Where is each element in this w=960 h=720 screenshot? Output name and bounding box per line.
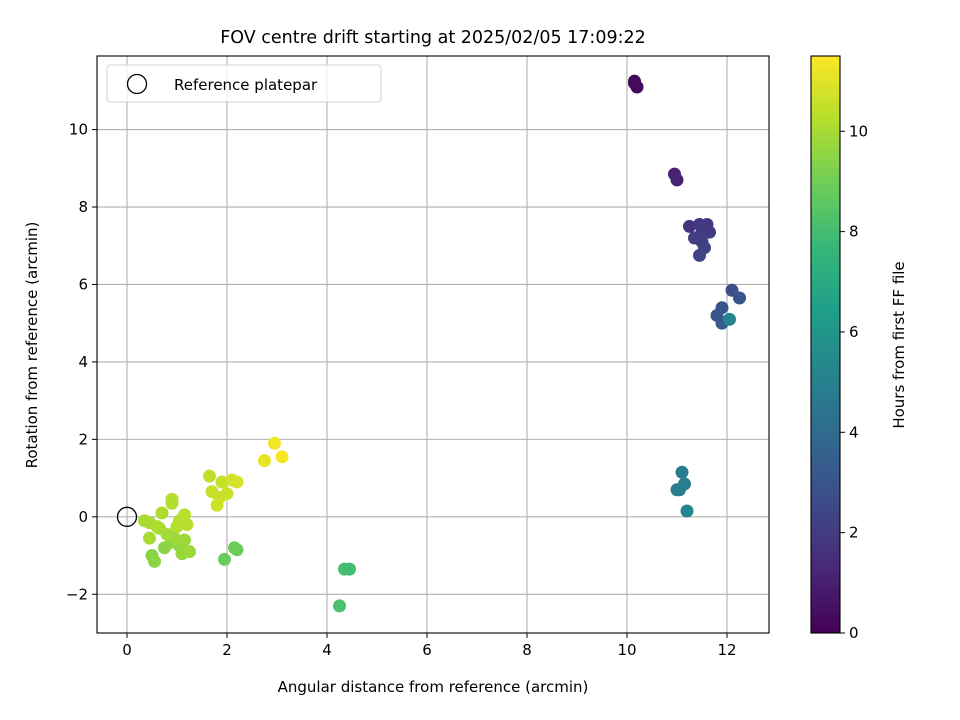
x-tick-label: 2 [222,641,232,659]
x-tick-label: 4 [322,641,332,659]
data-point [180,518,194,532]
data-point [183,545,196,559]
data-point [683,219,696,233]
data-point [230,475,244,489]
y-tick-label: 4 [78,353,88,371]
colorbar: 0 2 4 6 8 10 Hours from first FF file [810,55,908,642]
y-axis-ticks: −2 0 2 4 6 8 10 [66,121,97,603]
colorbar-tick-label: 8 [849,223,859,241]
data-point [143,531,156,545]
y-axis-label: Rotation from reference (arcmin) [23,222,41,469]
data-point [210,498,224,512]
data-point [628,76,641,90]
data-point [723,312,736,326]
data-point [670,483,684,497]
x-tick-label: 12 [717,641,736,659]
y-tick-label: 6 [78,275,88,293]
legend-box [106,64,382,103]
legend-marker-icon [126,73,148,95]
y-tick-label: 10 [69,121,88,139]
colorbar-tick-label: 10 [849,122,868,140]
y-tick-label: 2 [78,430,88,448]
x-tick-label: 0 [122,641,132,659]
x-tick-label: 10 [617,641,636,659]
colorbar-frame [810,55,841,634]
grid-lines [97,56,769,633]
x-axis-label: Angular distance from reference (arcmin) [278,678,589,696]
data-point [230,543,244,557]
data-point [675,465,689,479]
plot-frame [96,55,770,634]
x-tick-label: 8 [522,641,532,659]
y-tick-label: 0 [78,508,88,526]
data-point [703,225,716,239]
x-axis-ticks: 0 2 4 6 8 10 12 [122,633,737,659]
legend-entry-label: Reference platepar [174,76,318,94]
data-point [333,599,346,613]
x-tick-label: 6 [422,641,432,659]
y-tick-label: 8 [78,198,88,216]
data-point [178,533,191,547]
data-point [670,173,684,187]
data-point [150,520,164,534]
data-point [343,562,356,576]
colorbar-tick-label: 2 [849,524,859,542]
data-point [155,506,169,520]
data-point [275,450,289,464]
data-point [268,436,281,450]
colorbar-tick-label: 4 [849,423,859,441]
chart-title: FOV centre drift starting at 2025/02/05 … [220,28,646,48]
data-point [693,248,706,262]
data-point [148,554,161,568]
data-point [258,454,271,468]
data-point [680,504,694,518]
colorbar-ticks: 0 2 4 6 8 10 [840,122,868,642]
data-point [218,552,231,566]
reference-platepar-marker [116,506,138,527]
data-point [733,291,746,305]
colorbar-tick-label: 6 [849,323,859,341]
data-point [215,475,229,489]
colorbar-label: Hours from first FF file [890,261,908,428]
colorbar-tick-label: 0 [849,624,859,642]
data-points [138,74,746,613]
colorbar-gradient [811,56,840,633]
legend: Reference platepar [106,64,382,103]
data-point [203,469,216,483]
data-point [220,487,234,501]
data-point [165,496,179,510]
y-tick-label: −2 [66,585,88,603]
